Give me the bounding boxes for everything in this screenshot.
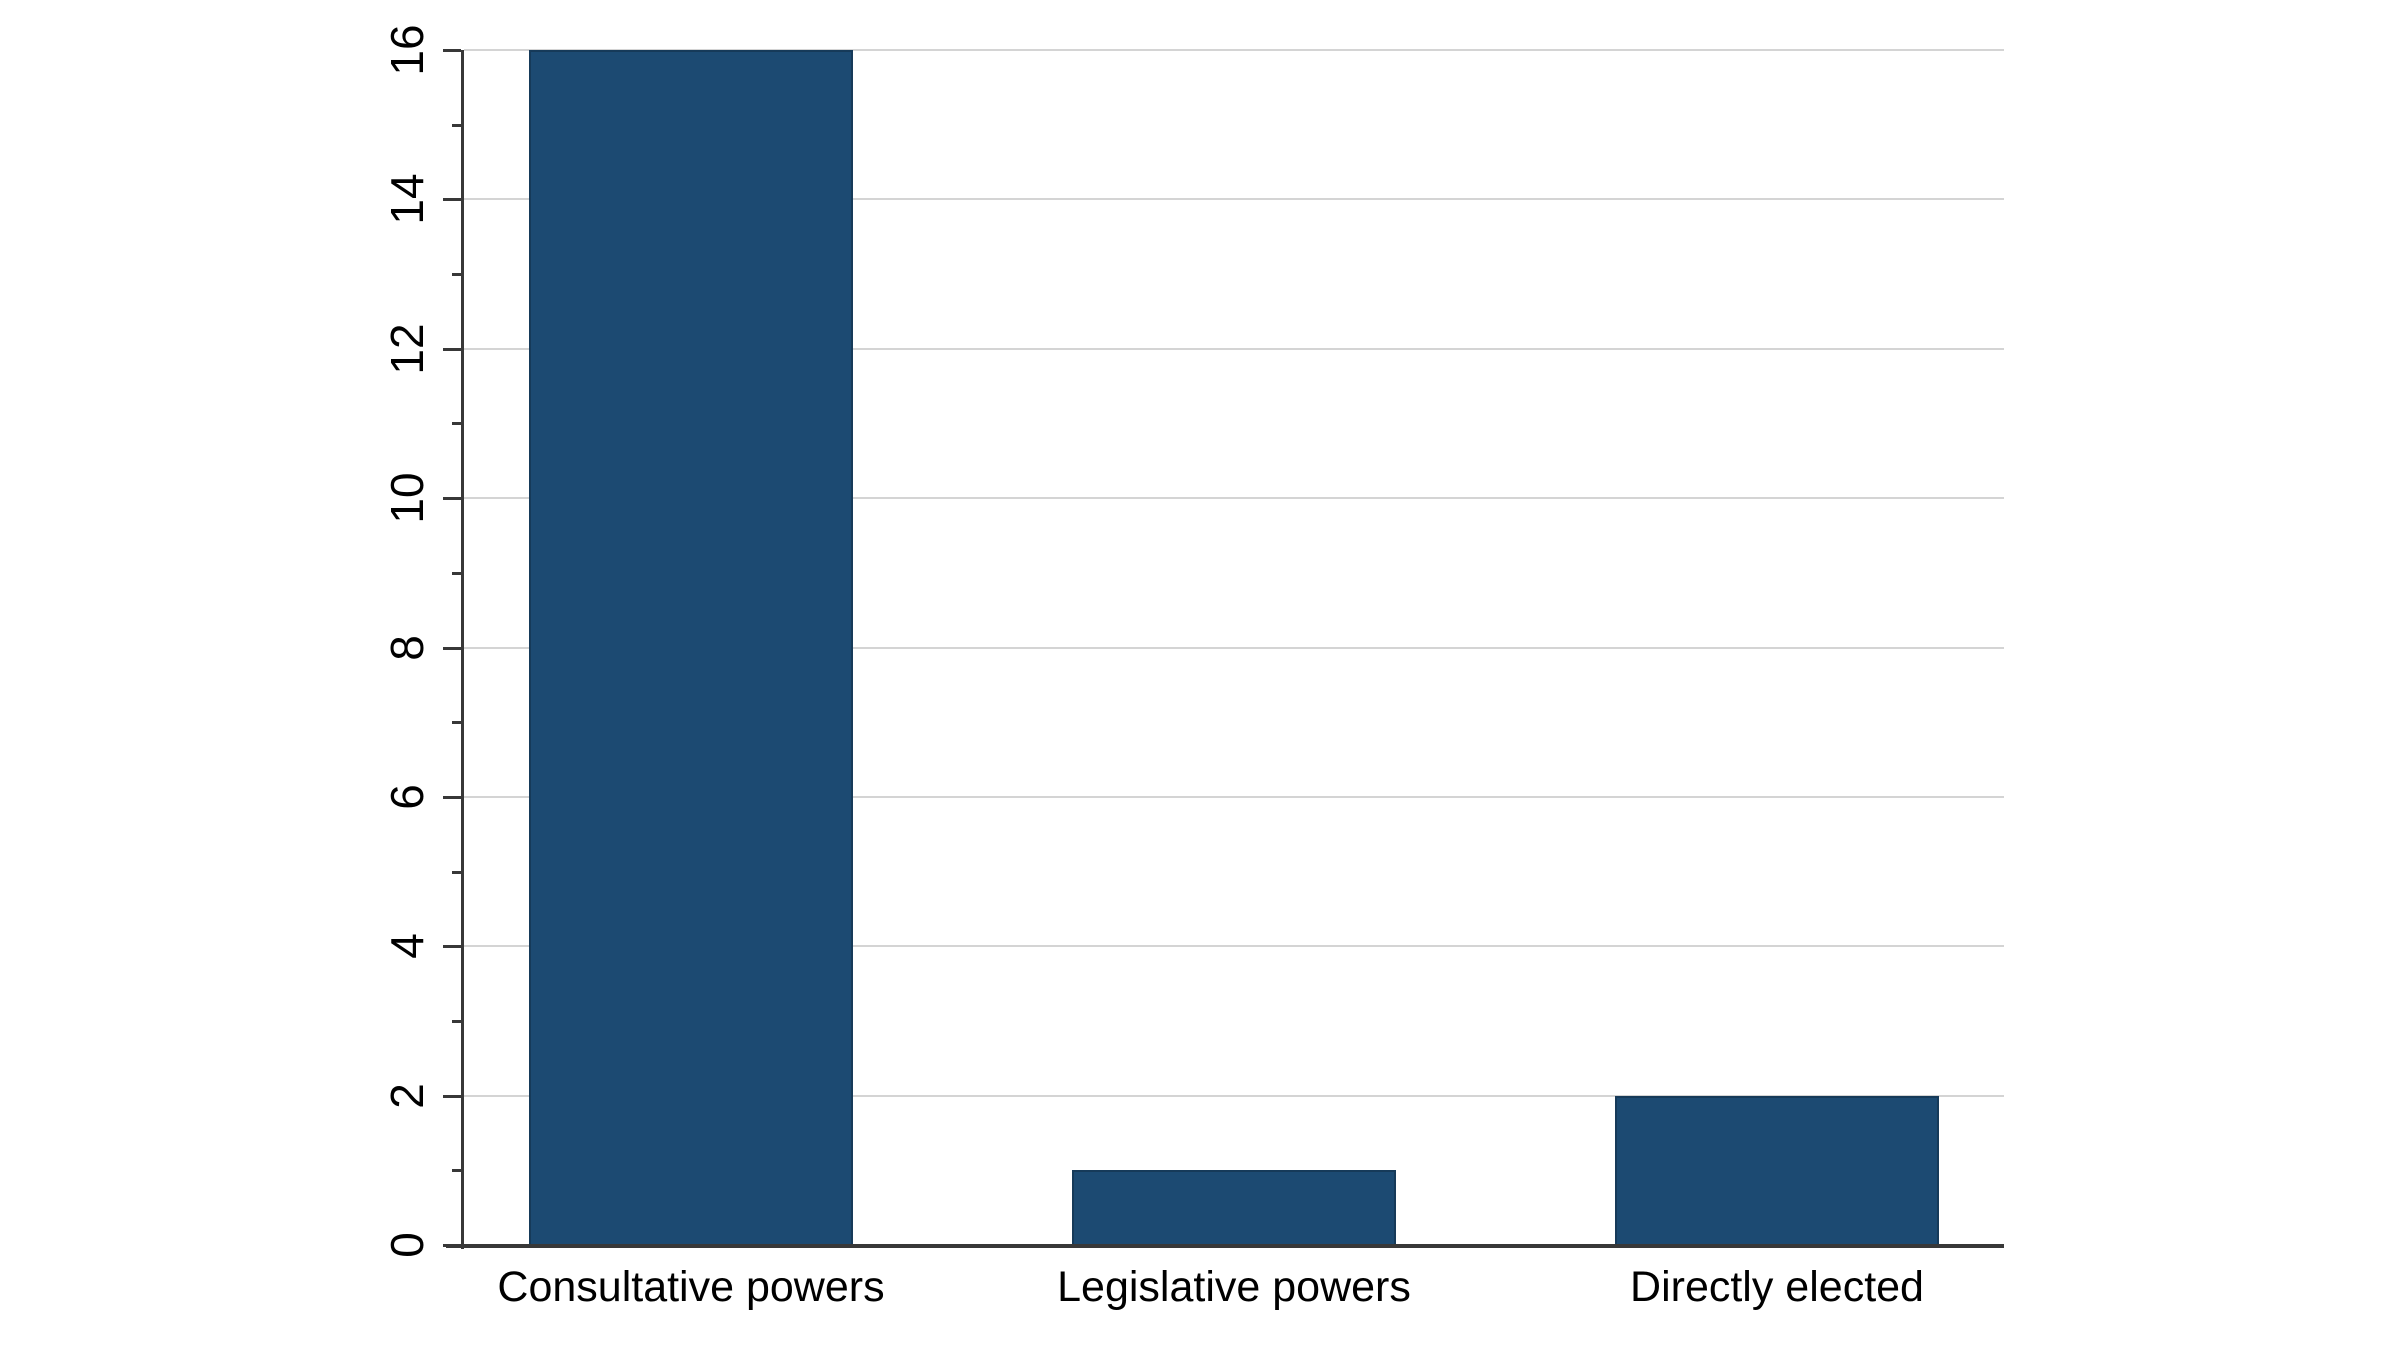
x-category-label-2: Directly elected	[1630, 1263, 1924, 1311]
gridline-y-2	[464, 1094, 2004, 1097]
y-minor-tick-15	[452, 123, 461, 127]
gridline-y-8	[464, 646, 2004, 649]
y-minor-tick-3	[452, 1019, 461, 1023]
bar-0	[529, 50, 853, 1245]
y-minor-tick-1	[452, 1169, 461, 1173]
y-major-tick-6	[443, 795, 461, 799]
y-major-tick-2	[443, 1094, 461, 1098]
y-minor-tick-9	[452, 571, 461, 575]
y-tick-label-16: 16	[381, 24, 433, 76]
y-tick-label-2: 2	[381, 1082, 433, 1109]
y-major-tick-10	[443, 497, 461, 501]
x-category-label-1: Legislative powers	[1057, 1263, 1411, 1311]
y-tick-label-10: 10	[381, 472, 433, 524]
y-minor-tick-5	[452, 870, 461, 874]
y-tick-label-4: 4	[381, 933, 433, 960]
y-major-tick-16	[443, 49, 461, 52]
y-tick-label-14: 14	[381, 173, 433, 225]
y-major-tick-4	[443, 945, 461, 949]
y-minor-tick-11	[452, 422, 461, 426]
y-tick-label-8: 8	[381, 634, 433, 661]
gridline-y-14	[464, 198, 2004, 201]
y-major-tick-8	[443, 646, 461, 650]
bar-1	[1072, 1170, 1396, 1245]
y-tick-label-0: 0	[381, 1232, 433, 1258]
gridline-y-16	[464, 49, 2004, 51]
gridline-y-4	[464, 945, 2004, 948]
x-axis	[446, 1244, 2004, 1248]
x-category-label-0: Consultative powers	[497, 1263, 885, 1311]
y-minor-tick-13	[452, 273, 461, 277]
y-major-tick-14	[443, 198, 461, 202]
y-minor-tick-7	[452, 721, 461, 725]
bar-2	[1615, 1095, 1939, 1245]
y-major-tick-0	[443, 1244, 461, 1247]
gridline-y-10	[464, 497, 2004, 500]
y-tick-label-6: 6	[381, 784, 433, 810]
gridline-y-12	[464, 347, 2004, 350]
y-tick-label-12: 12	[381, 323, 433, 375]
y-axis	[461, 50, 464, 1249]
gridline-y-6	[464, 795, 2004, 798]
y-major-tick-12	[443, 347, 461, 351]
plot-area	[464, 49, 2004, 1245]
